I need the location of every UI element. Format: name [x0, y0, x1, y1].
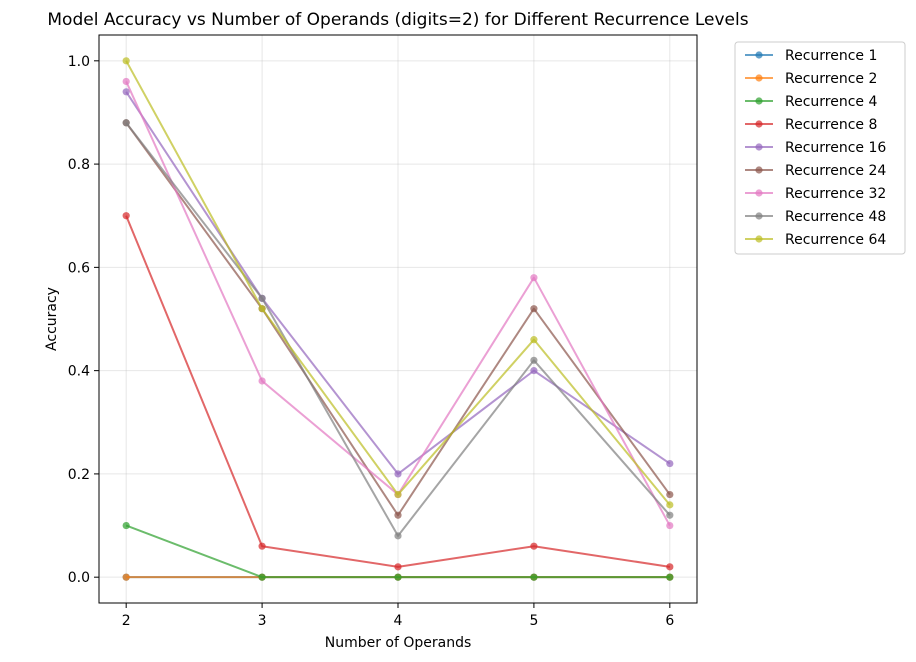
- legend-label: Recurrence 2: [785, 71, 877, 87]
- legend-label: Recurrence 24: [785, 163, 886, 179]
- y-tick-label: 0.6: [68, 260, 90, 276]
- data-point: [666, 490, 674, 499]
- y-tick-label: 0.4: [68, 364, 90, 380]
- data-point: [258, 305, 266, 313]
- data-point: [666, 521, 674, 530]
- series-recurrence-8: [122, 212, 674, 571]
- series-recurrence-64: [122, 57, 674, 509]
- data-point: [122, 573, 130, 581]
- legend-entry: Recurrence 2: [745, 71, 877, 87]
- data-point: [666, 511, 674, 519]
- legend-marker: [755, 235, 763, 243]
- legend-entry: Recurrence 32: [745, 186, 886, 202]
- y-tick-label: 0.8: [68, 157, 90, 173]
- data-point: [394, 490, 402, 499]
- data-point: [122, 119, 130, 127]
- legend-label: Recurrence 64: [785, 232, 886, 248]
- legend-entry: Recurrence 16: [745, 140, 886, 156]
- legend-marker: [755, 51, 763, 59]
- data-point: [394, 563, 402, 571]
- data-point: [666, 459, 674, 468]
- legend-entry: Recurrence 1: [745, 48, 877, 64]
- legend-entry: Recurrence 64: [745, 232, 886, 248]
- series-recurrence-4: [122, 521, 674, 581]
- legend-marker: [755, 143, 763, 151]
- data-point: [122, 88, 130, 96]
- data-point: [530, 274, 538, 282]
- data-point: [666, 563, 674, 571]
- legend-box: [734, 41, 906, 255]
- x-tick-label: 2: [122, 613, 131, 629]
- series-layer: [122, 57, 674, 581]
- data-point: [530, 542, 538, 550]
- legend-label: Recurrence 1: [785, 48, 877, 64]
- legend-marker: [755, 120, 763, 128]
- data-point: [394, 573, 402, 581]
- legend-entry: Recurrence 4: [745, 94, 877, 110]
- legend-label: Recurrence 48: [785, 209, 886, 225]
- data-point: [530, 356, 538, 364]
- legend-marker: [755, 166, 763, 174]
- y-axis-ticks: 0.0 0.2 0.4 0.6 0.8 1.0: [68, 54, 99, 586]
- legend-entry: Recurrence 48: [745, 209, 886, 225]
- legend: Recurrence 1 Recurrence 2 Recurrence 4 Recu…: [734, 41, 906, 255]
- x-axis-ticks: 2 3 4 5 6: [122, 603, 674, 629]
- legend-marker: [755, 74, 763, 82]
- legend-label: Recurrence 8: [785, 117, 877, 133]
- data-point: [666, 573, 674, 581]
- data-point: [122, 212, 130, 220]
- data-point: [258, 542, 266, 550]
- legend-label: Recurrence 16: [785, 140, 886, 156]
- data-point: [122, 521, 130, 530]
- data-point: [122, 57, 130, 65]
- chart-title: Model Accuracy vs Number of Operands (di…: [47, 10, 748, 30]
- legend-marker: [755, 212, 763, 220]
- x-tick-label: 3: [258, 613, 267, 629]
- legend-label: Recurrence 32: [785, 186, 886, 202]
- data-point: [530, 305, 538, 313]
- y-tick-label: 0.0: [68, 570, 90, 586]
- data-point: [530, 336, 538, 344]
- x-tick-label: 4: [394, 613, 403, 629]
- data-point: [394, 511, 402, 519]
- data-point: [530, 367, 538, 375]
- data-point: [394, 470, 402, 478]
- data-point: [666, 501, 674, 509]
- x-axis-label: Number of Operands: [325, 635, 472, 651]
- data-point: [258, 377, 266, 385]
- legend-entry: Recurrence 24: [745, 163, 886, 179]
- data-point: [530, 573, 538, 581]
- data-point: [122, 77, 130, 86]
- legend-entry: Recurrence 8: [745, 117, 877, 133]
- legend-marker: [755, 189, 763, 197]
- x-tick-label: 5: [529, 613, 538, 629]
- data-point: [394, 532, 402, 540]
- y-axis-label: Accuracy: [44, 287, 60, 351]
- x-tick-label: 6: [665, 613, 674, 629]
- y-tick-label: 1.0: [68, 54, 90, 70]
- legend-marker: [755, 97, 763, 105]
- series-recurrence-48: [122, 119, 674, 540]
- legend-label: Recurrence 4: [785, 94, 877, 110]
- y-tick-label: 0.2: [68, 467, 90, 483]
- data-point: [258, 294, 266, 302]
- data-point: [258, 573, 266, 581]
